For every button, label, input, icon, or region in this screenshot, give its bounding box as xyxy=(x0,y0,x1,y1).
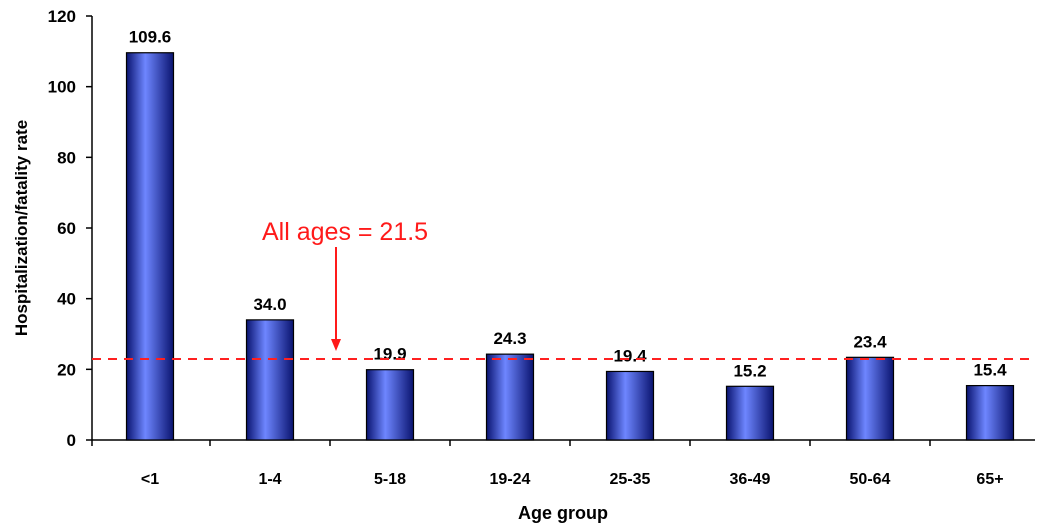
annotation-text: All ages = 21.5 xyxy=(262,218,428,246)
bar-value-label: 19.9 xyxy=(373,345,406,364)
bar xyxy=(485,353,535,441)
y-axis-ticks: 0 20 40 60 80 100 120 xyxy=(48,7,92,450)
bar xyxy=(725,385,775,441)
bar-value-label: 15.2 xyxy=(733,361,766,380)
bar xyxy=(845,356,895,441)
x-tick-label: 50-64 xyxy=(850,471,891,488)
bar-value-label: 19.4 xyxy=(613,346,647,365)
x-tick-label: 1-4 xyxy=(258,471,281,488)
bars xyxy=(125,52,1015,441)
bar-value-label: 34.0 xyxy=(253,295,286,314)
y-tick-label: 120 xyxy=(48,7,76,26)
y-tick-label: 0 xyxy=(67,431,76,450)
bar-value-label: 15.4 xyxy=(973,361,1007,380)
bar-value-label: 109.6 xyxy=(129,28,172,47)
x-tick-label: 65+ xyxy=(976,471,1003,488)
bar-value-label: 24.3 xyxy=(493,329,526,348)
y-tick-label: 100 xyxy=(48,78,76,97)
y-tick-label: 60 xyxy=(57,219,76,238)
bar xyxy=(125,52,175,441)
y-axis-label: Hospitalization/fatality rate xyxy=(12,120,31,336)
x-tick-label: 36-49 xyxy=(730,471,771,488)
annotation: All ages = 21.5 xyxy=(262,218,428,351)
bar xyxy=(605,370,655,441)
annotation-arrow-head xyxy=(331,339,341,351)
plot-area: 0 20 40 60 80 100 120 <1 1-4 5-18 19-24 25-35 36-49… xyxy=(48,7,1035,488)
bar-value-label: 23.4 xyxy=(853,332,887,351)
x-tick-label: 19-24 xyxy=(490,471,531,488)
y-tick-label: 40 xyxy=(57,290,76,309)
bar xyxy=(245,319,295,441)
bar xyxy=(965,384,1015,441)
bar xyxy=(365,369,415,441)
x-tick-label: 25-35 xyxy=(610,471,651,488)
x-tick-label: 5-18 xyxy=(374,471,406,488)
x-tick-label: <1 xyxy=(141,471,159,488)
y-tick-label: 20 xyxy=(57,360,76,379)
x-axis-ticks: <1 1-4 5-18 19-24 25-35 36-49 50-64 65+ xyxy=(91,440,1004,488)
y-tick-label: 80 xyxy=(57,148,76,167)
x-axis-label: Age group xyxy=(518,503,608,523)
